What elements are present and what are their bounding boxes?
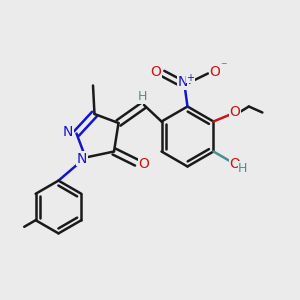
- Text: +: +: [187, 73, 194, 83]
- Text: N: N: [77, 152, 87, 166]
- Text: ⁻: ⁻: [220, 60, 227, 74]
- Text: O: O: [138, 157, 149, 171]
- Text: O: O: [210, 65, 220, 79]
- Text: O: O: [230, 157, 241, 171]
- Text: O: O: [230, 105, 241, 118]
- Text: N: N: [178, 75, 188, 89]
- Text: N: N: [63, 125, 73, 139]
- Text: H: H: [238, 162, 248, 175]
- Text: O: O: [150, 65, 161, 79]
- Text: H: H: [138, 90, 147, 103]
